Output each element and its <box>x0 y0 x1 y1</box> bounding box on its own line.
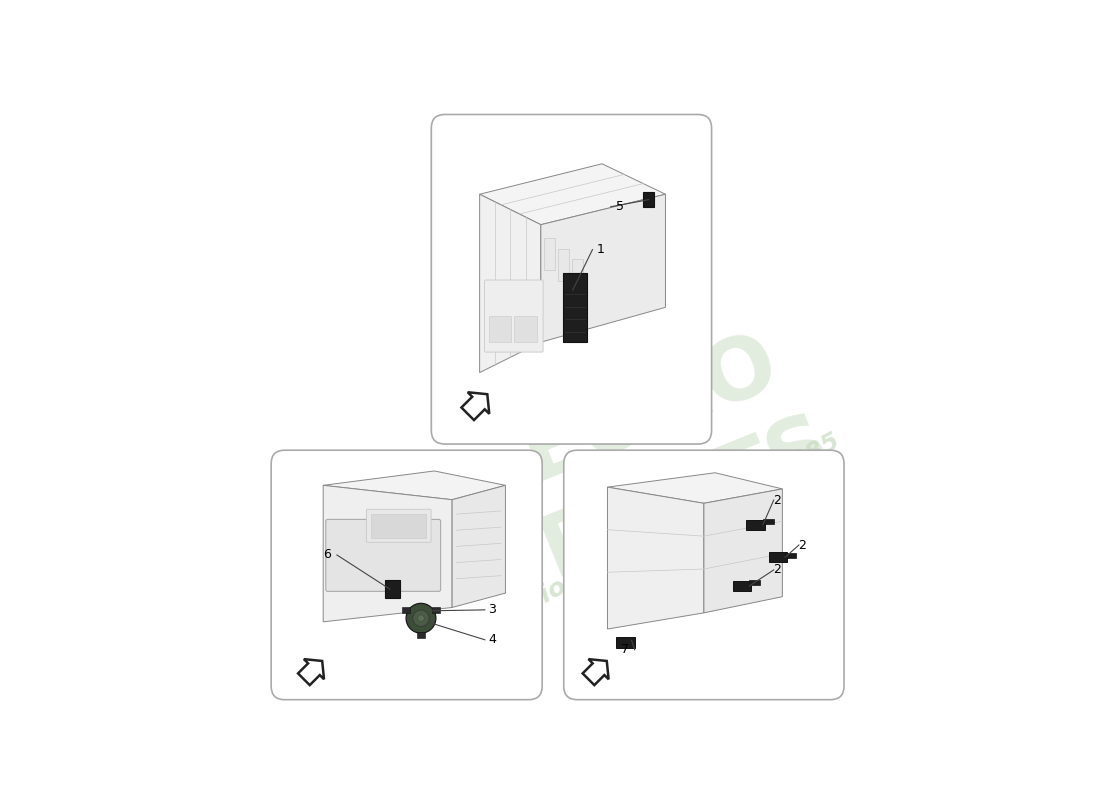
Bar <box>385 580 400 598</box>
FancyBboxPatch shape <box>271 450 542 700</box>
Bar <box>488 316 512 342</box>
Bar <box>785 554 796 558</box>
Polygon shape <box>541 194 666 342</box>
Polygon shape <box>583 659 608 685</box>
Bar <box>543 238 554 270</box>
Text: a passion for parts since 1985: a passion for parts since 1985 <box>456 429 844 650</box>
FancyBboxPatch shape <box>326 519 441 591</box>
Polygon shape <box>298 659 324 685</box>
Bar <box>372 514 426 538</box>
Bar <box>733 581 751 591</box>
FancyBboxPatch shape <box>431 114 712 444</box>
Text: 4: 4 <box>488 634 496 646</box>
Circle shape <box>412 610 429 626</box>
Polygon shape <box>607 473 782 503</box>
Bar <box>563 273 587 342</box>
Bar <box>558 249 569 282</box>
Polygon shape <box>480 194 541 373</box>
Bar <box>431 606 440 613</box>
Polygon shape <box>323 486 452 622</box>
Bar <box>749 580 760 585</box>
Bar <box>417 632 426 638</box>
Polygon shape <box>452 486 505 607</box>
FancyBboxPatch shape <box>366 510 431 542</box>
Circle shape <box>406 603 436 633</box>
Text: 2: 2 <box>773 563 781 577</box>
Text: 2: 2 <box>799 538 806 551</box>
Bar <box>644 192 654 207</box>
Text: 7: 7 <box>621 643 629 656</box>
Bar <box>769 552 788 562</box>
Bar <box>514 316 537 342</box>
Polygon shape <box>323 471 505 500</box>
FancyBboxPatch shape <box>485 280 543 352</box>
Bar <box>746 520 764 530</box>
Bar <box>402 606 410 613</box>
Text: EURO
PARTS: EURO PARTS <box>494 313 844 594</box>
Bar <box>572 259 583 292</box>
Text: 6: 6 <box>323 549 331 562</box>
Text: 2: 2 <box>773 494 781 506</box>
Polygon shape <box>461 392 490 420</box>
Text: 5: 5 <box>616 200 624 214</box>
Bar <box>763 519 774 524</box>
Bar <box>616 638 635 648</box>
Polygon shape <box>480 164 666 225</box>
Text: 1: 1 <box>597 243 605 256</box>
Polygon shape <box>704 489 782 613</box>
Polygon shape <box>607 487 704 629</box>
Text: 3: 3 <box>488 603 496 616</box>
FancyBboxPatch shape <box>563 450 844 700</box>
Circle shape <box>418 615 425 622</box>
